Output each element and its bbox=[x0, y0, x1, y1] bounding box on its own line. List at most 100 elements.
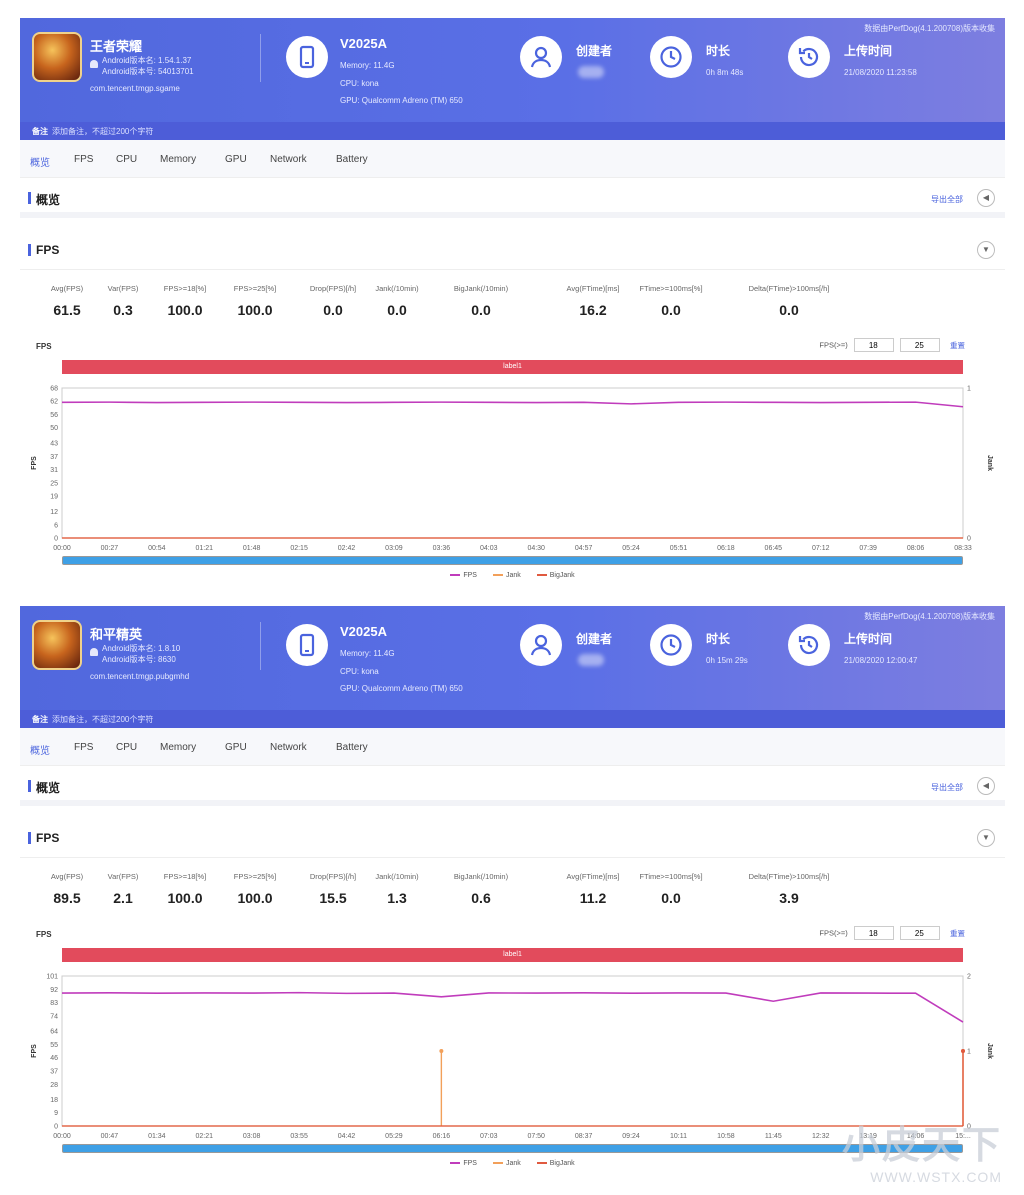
metric-name: FPS>=18[%] bbox=[163, 284, 207, 293]
tab-gpu[interactable]: GPU bbox=[225, 154, 247, 165]
tab-overview[interactable]: 概览 bbox=[30, 746, 50, 757]
fps-high-input[interactable] bbox=[899, 338, 940, 352]
tab-network[interactable]: Network bbox=[270, 742, 307, 753]
metric-name: Var(FPS) bbox=[107, 872, 139, 881]
label-bar[interactable]: label1 bbox=[62, 948, 963, 962]
x-tick-label: 10:58 bbox=[717, 1133, 735, 1140]
fps-high-input[interactable] bbox=[899, 926, 940, 940]
metric-name: Avg(FPS) bbox=[50, 872, 84, 881]
x-tick-label: 05:51 bbox=[670, 545, 688, 552]
x-tick-label: 01:34 bbox=[148, 1133, 166, 1140]
tab-overview[interactable]: 概览 bbox=[30, 158, 50, 169]
metric: Var(FPS) 2.1 bbox=[78, 872, 168, 906]
legend-item[interactable]: FPS bbox=[450, 1160, 477, 1167]
x-tick-label: 05:24 bbox=[622, 545, 640, 552]
fps-threshold-controls: FPS(>=) 重置 bbox=[819, 926, 965, 940]
tab-fps[interactable]: FPS bbox=[74, 154, 94, 165]
x-tick-label: 14:06 bbox=[907, 1133, 925, 1140]
fps-line-chart[interactable]: 0 6 12 19 25 31 37 43 50 56 62 68 0 1 00:00 00:27 00:54 0… bbox=[20, 336, 1005, 566]
series-line-fps bbox=[61, 991, 964, 1023]
tab-battery[interactable]: Battery bbox=[336, 154, 368, 165]
app-version: Android版本名: 1.54.1.37 Android版本号: 5401370… bbox=[102, 56, 194, 76]
device-memory: Memory: 11.4G bbox=[340, 61, 395, 70]
note-input[interactable]: 添加备注，不超过200个字符 bbox=[52, 715, 154, 724]
collapse-left-icon[interactable]: ◀ bbox=[977, 777, 995, 795]
x-tick-label: 05:29 bbox=[385, 1133, 403, 1140]
metric-value: 100.0 bbox=[167, 890, 203, 906]
y-tick-label: 74 bbox=[50, 1014, 58, 1021]
note-bar[interactable]: 备注 添加备注，不超过200个字符 bbox=[20, 122, 1005, 140]
tab-memory[interactable]: Memory bbox=[160, 742, 197, 753]
legend-item[interactable]: BigJank bbox=[536, 572, 575, 579]
game-icon bbox=[32, 32, 82, 82]
y-tick-label: 12 bbox=[50, 509, 58, 516]
y-tick-label: 37 bbox=[50, 1069, 58, 1076]
fps-low-input[interactable] bbox=[853, 338, 894, 352]
metric-name: FPS>=18[%] bbox=[163, 872, 207, 881]
metric-name: Delta(FTime)>100ms[/h] bbox=[748, 872, 830, 881]
duration-value: 0h 15m 29s bbox=[706, 656, 748, 665]
metric-name: BigJank(/10min) bbox=[453, 284, 509, 293]
metric-value: 0.0 bbox=[661, 890, 681, 906]
metric-value: 2.1 bbox=[113, 890, 133, 906]
chart-title: FPS bbox=[36, 930, 52, 939]
legend-item[interactable]: FPS bbox=[450, 572, 477, 579]
x-tick-label: 04:03 bbox=[480, 545, 498, 552]
x-tick-label: 06:16 bbox=[433, 1133, 451, 1140]
reset-button[interactable]: 重置 bbox=[950, 928, 965, 938]
metric-name: Var(FPS) bbox=[107, 284, 139, 293]
metric-value: 61.5 bbox=[53, 302, 81, 318]
tab-memory[interactable]: Memory bbox=[160, 154, 197, 165]
clock-icon bbox=[650, 36, 692, 78]
tab-cpu[interactable]: CPU bbox=[116, 154, 138, 165]
note-input[interactable]: 添加备注，不超过200个字符 bbox=[52, 127, 154, 136]
metric-value: 0.3 bbox=[113, 302, 133, 318]
time-range-scrollbar[interactable] bbox=[62, 556, 963, 565]
tab-gpu[interactable]: GPU bbox=[225, 742, 247, 753]
device-name: V2025A bbox=[340, 36, 387, 51]
fps-threshold-controls: FPS(>=) 重置 bbox=[819, 338, 965, 352]
metric-name: BigJank(/10min) bbox=[453, 872, 509, 881]
section-marker bbox=[28, 244, 31, 256]
collapse-left-icon[interactable]: ◀ bbox=[977, 189, 995, 207]
app-version: Android版本名: 1.8.10 Android版本号: 8630 bbox=[102, 644, 181, 664]
fps-low-input[interactable] bbox=[853, 926, 894, 940]
tab-bar: 概览 FPS CPU Memory GPU Network Battery bbox=[20, 140, 1005, 178]
tab-battery[interactable]: Battery bbox=[336, 742, 368, 753]
tab-fps[interactable]: FPS bbox=[74, 742, 94, 753]
legend-item[interactable]: Jank bbox=[492, 572, 521, 579]
report-header: 王者荣耀 Android版本名: 1.54.1.37 Android版本号: 54… bbox=[20, 18, 1005, 140]
legend-item[interactable]: Jank bbox=[492, 1160, 521, 1167]
export-all-link[interactable]: 导出全部 bbox=[931, 783, 963, 792]
legend-item[interactable]: BigJank bbox=[536, 1160, 575, 1167]
plot-area bbox=[61, 387, 964, 539]
metric-value: 89.5 bbox=[53, 890, 81, 906]
metric-value: 11.2 bbox=[579, 890, 607, 906]
collapse-down-icon[interactable]: ▼ bbox=[977, 241, 995, 259]
tab-network[interactable]: Network bbox=[270, 154, 307, 165]
metric-name: Drop(FPS)[/h] bbox=[309, 872, 357, 881]
metric: FPS>=25[%] 100.0 bbox=[210, 872, 300, 906]
metric: Drop(FPS)[/h] 0.0 bbox=[288, 284, 378, 318]
tab-cpu[interactable]: CPU bbox=[116, 742, 138, 753]
metric-name: Jank(/10min) bbox=[375, 284, 419, 293]
collapse-down-icon[interactable]: ▼ bbox=[977, 829, 995, 847]
reset-button[interactable]: 重置 bbox=[950, 340, 965, 350]
metric-name: Delta(FTime)>100ms[/h] bbox=[748, 284, 830, 293]
metric-name: FTime>=100ms[%] bbox=[639, 872, 703, 881]
creator-label: 创建者 bbox=[576, 44, 613, 58]
export-all-link[interactable]: 导出全部 bbox=[931, 195, 963, 204]
metric-value: 0.0 bbox=[387, 302, 407, 318]
watermark-url: WWW.WSTX.COM bbox=[870, 1169, 1002, 1185]
metric-value: 15.5 bbox=[319, 890, 347, 906]
y-tick-label: 68 bbox=[50, 386, 58, 393]
fps-section: FPS ▼ bbox=[20, 230, 1005, 270]
android-icon bbox=[90, 648, 98, 656]
jank-point bbox=[961, 1049, 965, 1053]
metric-name: Avg(FTime)[ms] bbox=[566, 284, 620, 293]
time-range-scrollbar[interactable] bbox=[62, 1144, 963, 1153]
app-package: com.tencent.tmgp.pubgmhd bbox=[90, 672, 190, 681]
label-bar[interactable]: label1 bbox=[62, 360, 963, 374]
note-bar[interactable]: 备注 添加备注，不超过200个字符 bbox=[20, 710, 1005, 728]
